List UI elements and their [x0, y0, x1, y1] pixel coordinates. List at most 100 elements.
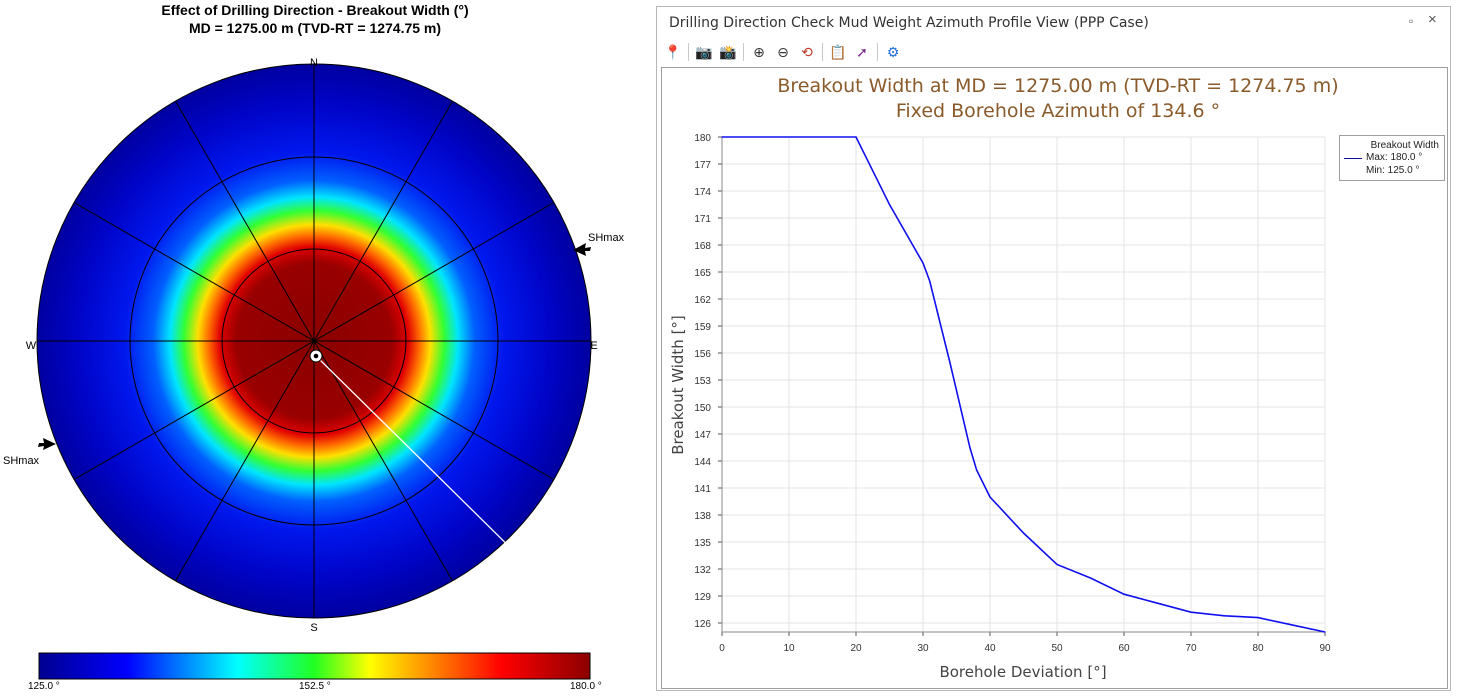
compass-s: S: [310, 622, 317, 634]
borehole-azimuth-line: [315, 355, 508, 546]
x-tick-label: 80: [1252, 643, 1264, 654]
zoom-out-icon[interactable]: ⊖: [777, 43, 789, 60]
y-tick-label: 144: [694, 457, 711, 468]
polar-subtitle: MD = 1275.00 m (TVD-RT = 1274.75 m): [188, 20, 442, 36]
toolbar-separator: [743, 43, 744, 61]
y-tick-label: 150: [694, 403, 711, 414]
x-tick-label: 50: [1051, 643, 1063, 654]
close-icon[interactable]: ×: [1428, 11, 1437, 28]
export-icon[interactable]: ➚: [856, 43, 868, 60]
y-tick-label: 132: [694, 565, 711, 576]
y-tick-label: 168: [694, 241, 711, 252]
y-tick-label: 174: [694, 187, 711, 198]
series-point: [1123, 593, 1125, 595]
compass-e: E: [590, 340, 597, 352]
y-axis-label: Breakout Width [°]: [669, 315, 687, 455]
series-point: [949, 361, 951, 363]
plot-area: [722, 137, 1325, 632]
y-tick-label: 177: [694, 160, 711, 171]
clipboard-icon[interactable]: 📋: [829, 43, 847, 60]
x-tick-label: 90: [1319, 643, 1331, 654]
y-tick-label: 141: [694, 484, 711, 495]
series-point: [1089, 577, 1092, 579]
y-tick-label: 165: [694, 268, 711, 279]
zoom-reset-icon[interactable]: ⟲: [801, 43, 813, 60]
legend-min: Min: 125.0 °: [1366, 165, 1420, 176]
x-axis-label: Borehole Deviation [°]: [939, 663, 1106, 681]
series-point: [969, 446, 971, 449]
series-point: [1056, 563, 1058, 566]
colorbar: [38, 652, 591, 680]
colorbar-min-label: 125.0 °: [28, 681, 60, 692]
shmax-label-sw: SHmax: [3, 455, 40, 467]
series-point: [1190, 611, 1192, 613]
arrow-icon: [38, 438, 56, 450]
x-tick-label: 40: [984, 643, 996, 654]
shmax-label-ne: SHmax: [588, 232, 625, 244]
x-tick-label: 20: [850, 643, 862, 654]
y-tick-label: 153: [694, 376, 711, 387]
x-tick-label: 60: [1118, 643, 1130, 654]
series-point: [855, 136, 857, 138]
series-point: [1257, 617, 1259, 619]
shmax-arrow-sw: SHmax: [3, 438, 56, 467]
series-point: [1324, 631, 1326, 633]
series-point: [1223, 615, 1226, 617]
series-point: [888, 203, 891, 206]
restore-icon[interactable]: ▫: [1409, 14, 1414, 28]
legend-title: Breakout Width: [1370, 140, 1439, 151]
y-tick-label: 138: [694, 511, 711, 522]
toolbar: 📍 📷 📸 ⊕ ⊖ ⟲ 📋 ➚ ⚙: [663, 41, 903, 63]
polar-title: Effect of Drilling Direction - Breakout …: [161, 2, 469, 18]
x-tick-label: 70: [1185, 643, 1197, 654]
x-tick-label: 30: [917, 643, 929, 654]
series-point: [1022, 532, 1025, 534]
y-tick-label: 129: [694, 592, 711, 603]
polar-plot-panel: Effect of Drilling Direction - Breakout …: [0, 0, 640, 696]
shmax-arrow-ne: SHmax: [573, 232, 625, 256]
series-point: [989, 496, 991, 498]
y-tick-label: 180: [694, 133, 711, 144]
toolbar-separator: [822, 43, 823, 61]
borehole-marker-center: [313, 353, 319, 359]
zoom-in-icon[interactable]: ⊕: [753, 43, 765, 60]
chart-subtitle: Fixed Borehole Azimuth of 134.6 °: [895, 100, 1221, 122]
y-tick-label: 159: [694, 322, 711, 333]
polar-grid: [37, 64, 591, 618]
series-point: [1156, 602, 1159, 604]
chart-grid: [721, 136, 1326, 632]
toolbar-separator: [877, 43, 878, 61]
y-tick-label: 135: [694, 538, 711, 549]
chart-legend: Breakout Width Max: 180.0 ° Min: 125.0 °: [1339, 135, 1445, 181]
series-point: [976, 469, 978, 471]
legend-swatch: [1344, 158, 1362, 159]
y-tick-label: 156: [694, 349, 711, 360]
legend-max: Max: 180.0 °: [1366, 152, 1423, 163]
colorbar-max-label: 180.0 °: [570, 681, 602, 692]
polar-plot: N E S W SHmax SHmax: [3, 57, 625, 680]
series-point: [929, 280, 931, 282]
chart-series: [721, 136, 1326, 633]
series-point: [922, 262, 924, 264]
y-tick-label: 147: [694, 430, 711, 441]
colorbar-mid-label: 152.5 °: [299, 681, 331, 692]
series-point: [1290, 624, 1293, 626]
x-tick-label: 10: [783, 643, 795, 654]
pin-icon[interactable]: 📍: [664, 43, 682, 60]
camera-save-icon[interactable]: 📸: [719, 43, 737, 60]
y-tick-label: 171: [694, 214, 711, 225]
chart-axes: 126 129 132 135 138 141 144 147 150 153 156 159 162 1…: [694, 133, 1331, 654]
settings-icon[interactable]: ⚙: [886, 43, 900, 60]
toolbar-separator: [688, 43, 689, 61]
y-tick-label: 162: [694, 295, 711, 306]
compass-n: N: [310, 57, 318, 69]
camera-icon[interactable]: 📷: [695, 43, 713, 60]
x-tick-label: 0: [719, 643, 725, 654]
chart-title: Breakout Width at MD = 1275.00 m (TVD-RT…: [777, 75, 1339, 97]
series-point: [721, 136, 723, 138]
polar-spoke-150: [175, 100, 453, 582]
arrow-icon: [573, 243, 591, 256]
window-title: Drilling Direction Check Mud Weight Azim…: [669, 15, 1149, 31]
compass-w: W: [26, 340, 37, 352]
